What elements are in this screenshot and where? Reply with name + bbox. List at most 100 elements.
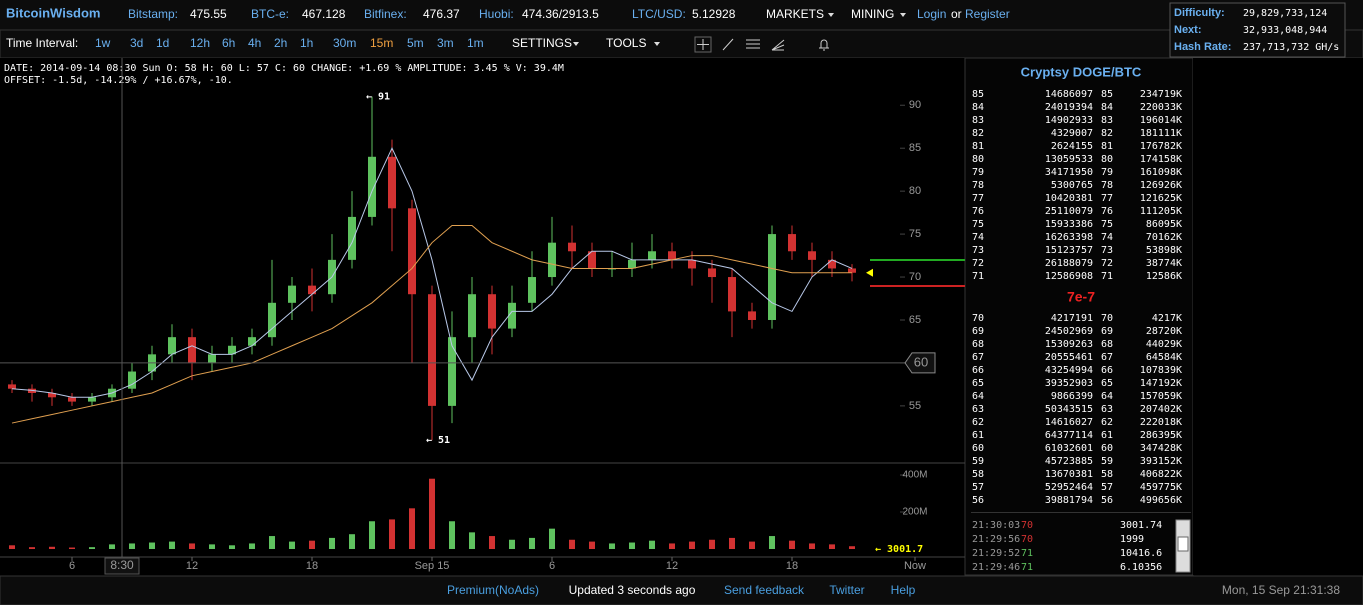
candle-body xyxy=(548,242,556,278)
interval[interactable]: 1h xyxy=(300,36,313,50)
book-volume: 13670381 xyxy=(1045,469,1093,480)
book-volume: 14902933 xyxy=(1045,115,1093,126)
chart-area xyxy=(0,58,965,575)
book-price: 79 xyxy=(1101,167,1113,178)
tool-fan[interactable] xyxy=(771,39,785,51)
volume-bar xyxy=(629,542,635,549)
book-price: 72 xyxy=(972,258,984,269)
interval[interactable]: 3d xyxy=(130,36,143,50)
interval[interactable]: 15m xyxy=(370,36,393,50)
candle-body xyxy=(268,302,276,338)
tool-parallel[interactable] xyxy=(746,39,760,49)
stat-value: 32,933,048,944 xyxy=(1243,25,1327,36)
ticker-label: BTC-e: xyxy=(251,7,289,21)
trade-amount: 3001.74 xyxy=(1120,520,1162,531)
orderbook-title: Cryptsy DOGE/BTC xyxy=(1021,64,1142,79)
interval[interactable]: 3m xyxy=(437,36,454,50)
trade-amount: 1999 xyxy=(1120,534,1144,545)
register-link[interactable]: Register xyxy=(965,7,1010,21)
login-link[interactable]: Login xyxy=(917,7,946,21)
footer-link[interactable]: Send feedback xyxy=(724,583,805,597)
book-volume: 43254994 xyxy=(1045,365,1093,376)
toolbar xyxy=(0,29,1363,59)
settings-menu[interactable]: SETTINGS xyxy=(512,36,572,50)
book-volume: 2624155 xyxy=(1051,141,1093,152)
book-price: 80 xyxy=(972,154,984,165)
footer-link[interactable]: Premium(NoAds) xyxy=(447,583,539,597)
book-cumulative: 347428K xyxy=(1140,443,1182,454)
book-cumulative: 44029K xyxy=(1146,339,1182,350)
interval[interactable]: 1w xyxy=(95,36,111,50)
tools-menu[interactable]: TOOLS xyxy=(606,36,646,50)
candle-body xyxy=(68,397,76,402)
volume-bar xyxy=(649,540,655,549)
menu[interactable]: MARKETS xyxy=(766,7,824,21)
offset-line: OFFSET: -1.5d, -14.29% / +16.67%, -10. xyxy=(4,75,233,86)
y-tick-label: 90 xyxy=(909,99,921,111)
volume-bar xyxy=(89,547,95,549)
y-tick-label: 80 xyxy=(909,185,921,197)
trade-time: 21:30:03 xyxy=(972,520,1020,531)
candle-body xyxy=(528,277,536,303)
book-volume: 13059533 xyxy=(1045,154,1093,165)
book-volume: 34171950 xyxy=(1045,167,1093,178)
book-cumulative: 234719K xyxy=(1140,89,1182,100)
book-cumulative: 121625K xyxy=(1140,193,1182,204)
book-volume: 14616027 xyxy=(1045,417,1093,428)
book-cumulative: 181111K xyxy=(1140,128,1182,139)
footer-link[interactable]: Twitter xyxy=(829,583,864,597)
scroll-thumb[interactable] xyxy=(1177,536,1189,552)
tool-crosshair[interactable] xyxy=(694,36,712,53)
volume-bar xyxy=(529,537,535,549)
volume-bar xyxy=(809,543,815,549)
book-price: 69 xyxy=(972,326,984,337)
interval[interactable]: 12h xyxy=(190,36,210,50)
book-price: 78 xyxy=(972,180,984,191)
book-price: 73 xyxy=(1101,245,1113,256)
extreme-label: ← 91 xyxy=(366,92,390,103)
book-price: 72 xyxy=(1101,258,1113,269)
trade-amount: 6.10356 xyxy=(1120,562,1162,573)
trade-price: 71 xyxy=(1021,548,1033,559)
book-cumulative: 286395K xyxy=(1140,430,1182,441)
book-price: 58 xyxy=(972,469,984,480)
tool-alert[interactable] xyxy=(819,39,829,51)
candle-body xyxy=(588,251,596,269)
candle-body xyxy=(408,208,416,295)
interval[interactable]: 1d xyxy=(156,36,169,50)
interval[interactable]: 1m xyxy=(467,36,484,50)
book-price: 85 xyxy=(1101,89,1113,100)
volume-bar xyxy=(429,478,435,549)
top-bar xyxy=(0,0,1363,30)
book-price: 81 xyxy=(972,141,984,152)
book-volume: 61032601 xyxy=(1045,443,1093,454)
brand[interactable]: BitcoinWisdom xyxy=(6,5,101,20)
x-tick-label: 12 xyxy=(666,560,678,572)
menu[interactable]: MINING xyxy=(851,7,894,21)
stat-value: 29,829,733,124 xyxy=(1243,8,1327,19)
interval[interactable]: 4h xyxy=(248,36,261,50)
book-price: 80 xyxy=(1101,154,1113,165)
book-price: 62 xyxy=(1101,417,1113,428)
book-volume: 9866399 xyxy=(1051,391,1093,402)
interval[interactable]: 5m xyxy=(407,36,424,50)
interval[interactable]: 2h xyxy=(274,36,287,50)
last-trade-label: ← 3001.7 xyxy=(875,544,923,555)
book-price: 70 xyxy=(972,313,984,324)
volume-bar xyxy=(829,544,835,549)
footer-link[interactable]: Help xyxy=(891,583,916,597)
candle-body xyxy=(468,294,476,338)
book-price: 68 xyxy=(972,339,984,350)
candle-body xyxy=(128,371,136,389)
book-cumulative: 70162K xyxy=(1146,232,1182,243)
book-cumulative: 126926K xyxy=(1140,180,1182,191)
trade-time: 21:29:52 xyxy=(972,548,1020,559)
book-cumulative: 4217K xyxy=(1152,313,1182,324)
candle-body xyxy=(308,285,316,295)
book-price: 69 xyxy=(1101,326,1113,337)
interval[interactable]: 30m xyxy=(333,36,356,50)
candle-body xyxy=(208,354,216,363)
interval[interactable]: 6h xyxy=(222,36,235,50)
volume-bar xyxy=(549,528,555,549)
tool-line[interactable] xyxy=(722,38,734,51)
